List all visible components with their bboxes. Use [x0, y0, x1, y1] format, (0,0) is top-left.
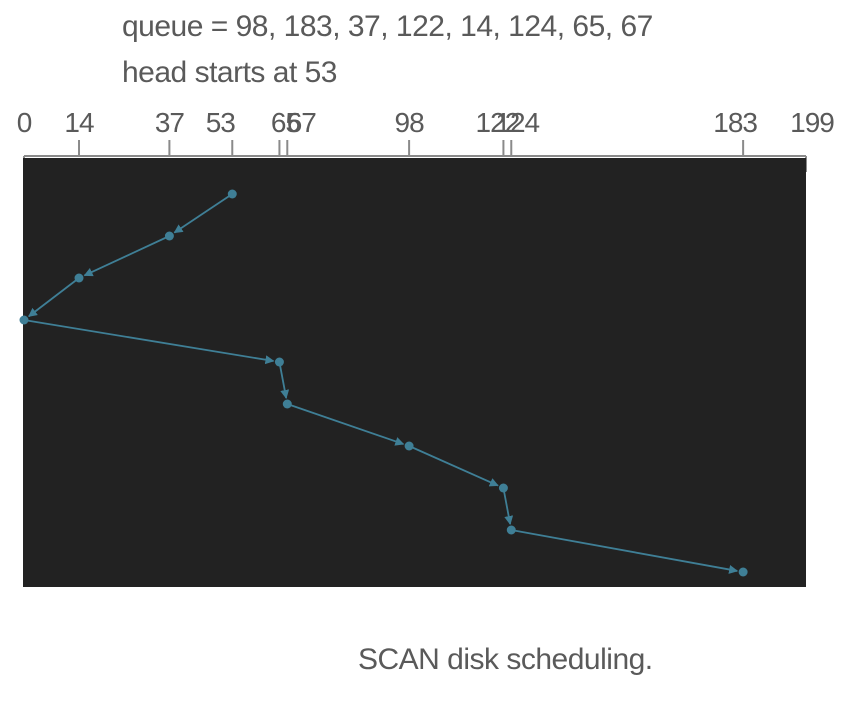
queue-label: queue = 98, 183, 37, 122, 14, 124, 65, 6…	[122, 10, 653, 43]
figure-caption: SCAN disk scheduling.	[358, 643, 653, 676]
movement-arrow	[286, 403, 405, 446]
request-point	[404, 441, 414, 451]
request-point	[164, 231, 174, 241]
axis-tick-label: 124	[495, 107, 539, 138]
axis-tick-label: 183	[713, 107, 757, 138]
axis-tick-label: 37	[155, 107, 185, 138]
axis-tick-label: 0	[17, 107, 32, 138]
axis-tick-label: 65	[271, 107, 301, 138]
head-movement-path	[19, 189, 748, 577]
movement-arrow	[173, 193, 233, 234]
axis-tick-label: 67	[287, 107, 317, 138]
movement-arrow	[28, 277, 80, 318]
request-point	[19, 315, 29, 325]
movement-arrow	[23, 319, 275, 365]
movement-arrow	[502, 487, 514, 525]
request-point	[282, 399, 292, 409]
schedule-panel	[23, 158, 806, 587]
head-start-label: head starts at 53	[122, 56, 337, 89]
request-point	[274, 357, 284, 367]
movement-arrow	[511, 529, 739, 574]
movement-arrow	[408, 445, 499, 487]
axis-tick-label: 199	[790, 107, 834, 138]
request-point	[738, 567, 748, 577]
movement-arrow	[83, 235, 170, 277]
movement-arrow	[278, 361, 290, 399]
request-point	[506, 525, 516, 535]
axis-tick-label: 98	[395, 107, 425, 138]
axis-tick-label: 14	[64, 107, 94, 138]
axis-tick-label: 53	[206, 107, 236, 138]
request-point	[498, 483, 508, 493]
head-start-point	[227, 189, 237, 199]
request-point	[74, 273, 84, 283]
axis-tick-label: 122	[476, 107, 520, 138]
